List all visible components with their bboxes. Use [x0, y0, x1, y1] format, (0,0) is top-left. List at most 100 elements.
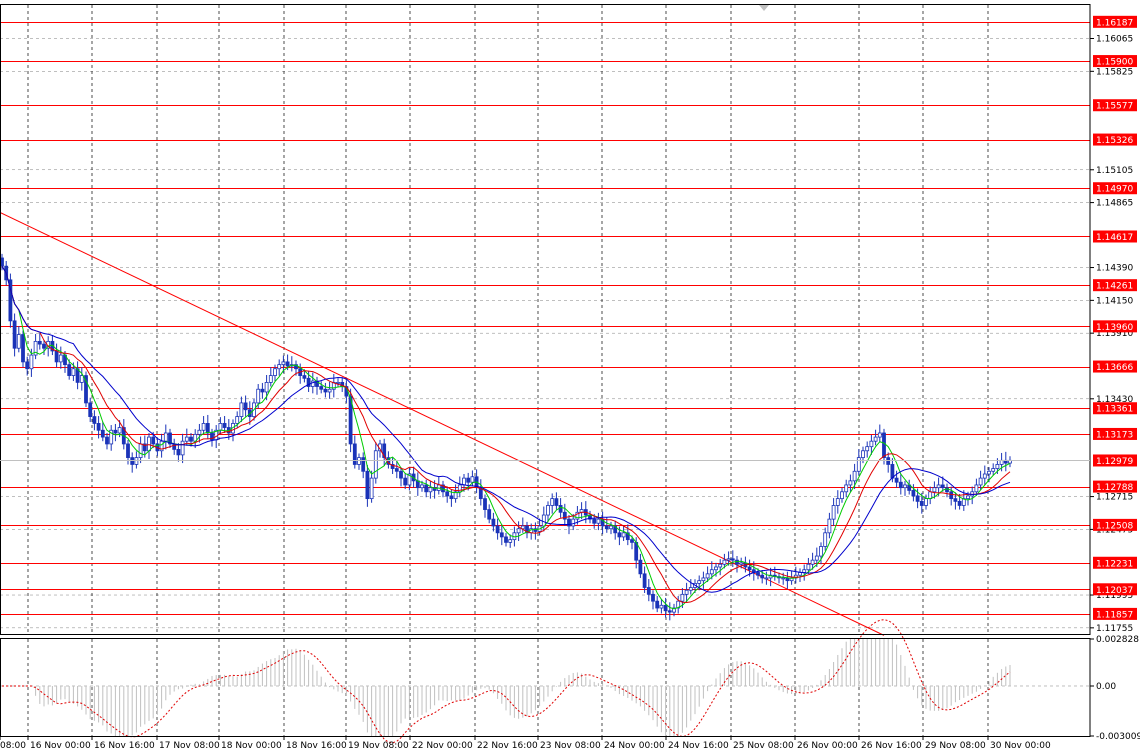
candles — [0, 253, 1012, 621]
candle-body — [33, 340, 38, 356]
candle-body — [890, 464, 895, 479]
time-tick-label: 22 Nov 16:00 — [477, 741, 538, 751]
price-tick-label: 1.11995 — [1096, 591, 1133, 601]
candle-body — [16, 334, 21, 349]
candle-body — [218, 423, 223, 431]
level-tag — [1093, 230, 1137, 243]
candle-body — [357, 457, 361, 465]
trendline — [0, 211, 885, 636]
oscillator-tick-label: 0.002828 — [1096, 635, 1139, 645]
candle-body — [705, 573, 710, 579]
candle-body — [546, 505, 550, 516]
candle-body — [659, 604, 664, 609]
candle-body — [54, 350, 59, 363]
ma-slow-line — [1, 265, 1011, 593]
candle-body — [982, 473, 987, 479]
candle-body — [109, 429, 114, 445]
candle-body — [428, 487, 433, 493]
candle-body — [571, 518, 576, 527]
candle-body — [21, 334, 25, 363]
candle-body — [764, 577, 769, 580]
candle-body — [667, 610, 672, 613]
chart-shift-marker-icon[interactable] — [759, 5, 769, 11]
candle-body — [105, 436, 109, 445]
candle-body — [936, 484, 941, 489]
candle-body — [966, 495, 970, 500]
candle-body — [558, 505, 563, 513]
time-tick-label: 24 Nov 16:00 — [668, 741, 729, 751]
candle-body — [487, 509, 492, 520]
candle-body — [42, 343, 46, 349]
candle-body — [382, 443, 387, 459]
candle-body — [516, 528, 521, 534]
candle-body — [932, 487, 937, 493]
chart-frame — [0, 4, 1091, 737]
candle-body — [974, 484, 979, 493]
level-tag-label: 1.14970 — [1096, 185, 1133, 195]
time-tick-label: 17 Nov 08:00 — [159, 741, 220, 751]
candle-body — [798, 572, 802, 576]
candle-body — [756, 572, 760, 576]
candle-body — [281, 361, 286, 366]
candle-body — [138, 443, 143, 459]
level-tag-label: 1.13960 — [1096, 323, 1133, 333]
price-tick-label: 1.14150 — [1096, 296, 1133, 306]
candle-body — [684, 589, 689, 595]
level-tag-label: 1.11857 — [1096, 610, 1133, 620]
level-tag — [1093, 518, 1137, 531]
candle-body — [928, 491, 933, 500]
oscillator-tick-label: -0.003009 — [1096, 732, 1140, 742]
level-tag — [1093, 556, 1137, 569]
candle-body — [277, 364, 282, 370]
candle-body — [919, 500, 924, 506]
candle-body — [92, 416, 97, 424]
candle-body — [852, 470, 857, 482]
candle-body — [672, 607, 676, 613]
candle-body — [835, 498, 840, 506]
candle-body — [147, 436, 151, 452]
candle-body — [697, 580, 702, 584]
candle-body — [911, 490, 916, 497]
candle-body — [180, 440, 185, 456]
candle-body — [390, 464, 395, 469]
candle-body — [306, 377, 311, 387]
candle-body — [264, 381, 269, 393]
candle-body — [781, 577, 786, 580]
candle-body — [596, 518, 601, 524]
candle-body — [348, 395, 353, 445]
candle-body — [71, 368, 76, 376]
level-tag-label: 1.15326 — [1096, 136, 1133, 146]
time-tick-label: 18 Nov 16:00 — [286, 741, 347, 751]
candle-body — [747, 566, 752, 571]
candle-body — [319, 386, 324, 390]
time-tick-label: 25 Nov 08:00 — [733, 741, 794, 751]
candle-body — [268, 375, 273, 383]
candle-body — [995, 464, 1000, 469]
candle-body — [201, 423, 206, 431]
candle-body — [352, 443, 357, 465]
price-tick-label: 1.15825 — [1096, 67, 1133, 77]
candle-body — [621, 532, 626, 538]
candle-body — [142, 443, 147, 452]
moving-averages — [1, 265, 1011, 610]
candle-body — [491, 518, 496, 527]
candle-body — [260, 388, 265, 393]
candle-body — [323, 388, 328, 393]
candle-body — [609, 525, 613, 530]
candle-body — [638, 559, 643, 575]
candle-body — [541, 514, 546, 527]
candle-body — [239, 402, 244, 417]
candle-body — [168, 432, 172, 445]
candle-body — [394, 468, 399, 472]
candle-body — [953, 498, 958, 502]
candle-body — [58, 354, 63, 363]
candle-body — [651, 593, 655, 602]
candle-body — [79, 375, 84, 383]
candle-body — [525, 525, 529, 534]
price-tick-label: 1.16065 — [1096, 35, 1133, 45]
time-tick-label: 30 Nov 00:00 — [990, 741, 1051, 751]
time-tick-label: 26 Nov 16:00 — [861, 741, 922, 751]
candle-body — [840, 491, 844, 500]
